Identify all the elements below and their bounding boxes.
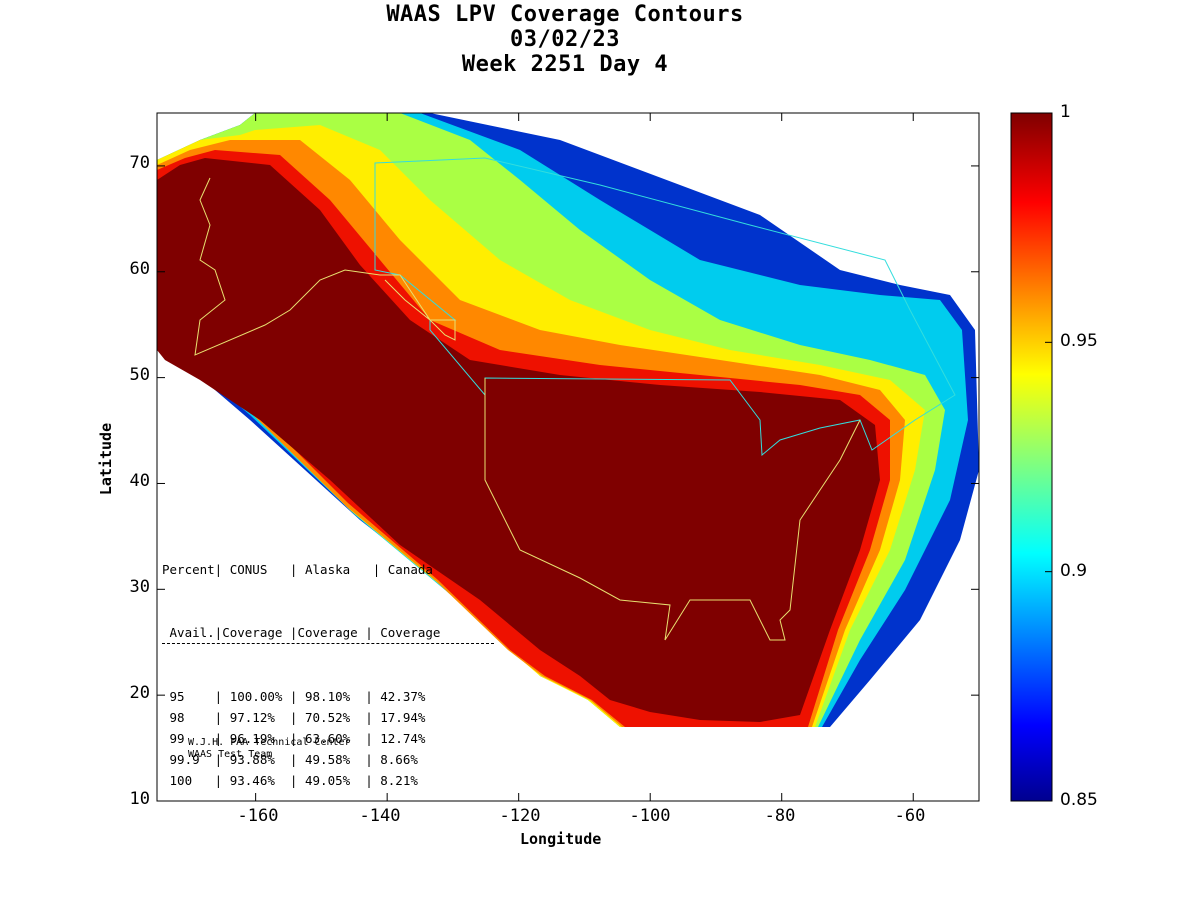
- credit-line-2: WAAS Test Team: [188, 749, 273, 760]
- x-tick-label: -100: [629, 806, 671, 826]
- chart-week: Week 2251 Day 4: [461, 52, 669, 77]
- chart-date: 03/02/23: [510, 27, 620, 52]
- conus-service-volume: [484, 378, 861, 641]
- colorbar-tick-label: 0.9: [1060, 561, 1088, 581]
- coverage-table: Percent| CONUS | Alaska | Canada Avail.|…: [162, 517, 494, 812]
- colorbar-tick-label: 0.85: [1060, 790, 1098, 810]
- table-row: 99 | 96.19% | 63.60% | 12.74%: [162, 731, 426, 746]
- x-tick-label: -60: [894, 806, 926, 826]
- y-tick-label: 30: [129, 577, 150, 597]
- y-tick-label: 60: [129, 259, 150, 279]
- alaska-service-volume: [194, 177, 456, 356]
- table-row: 100 | 93.46% | 49.05% | 8.21%: [162, 773, 418, 788]
- y-axis-label: Latitude: [97, 422, 116, 496]
- table-header-2: Avail.|Coverage |Coverage | Coverage: [162, 622, 494, 644]
- x-tick-label: -80: [764, 806, 796, 826]
- y-tick-label: 50: [129, 365, 150, 385]
- x-tick-label: -120: [499, 806, 541, 826]
- y-tick-label: 70: [129, 153, 150, 173]
- table-row: 99.9 | 93.88% | 49.58% | 8.66%: [162, 752, 418, 767]
- coverage-contours: [157, 113, 979, 727]
- colorbar-tick-label: 1: [1060, 102, 1071, 122]
- x-tick-label: -160: [237, 806, 279, 826]
- x-tick-label: -140: [359, 806, 401, 826]
- y-tick-label: 20: [129, 683, 150, 703]
- colorbar: [1010, 112, 1053, 802]
- y-tick-label: 10: [129, 789, 150, 809]
- credit: W.J.H. FAA Technical Center WAAS Test Te…: [188, 737, 351, 761]
- table-row: 95 | 100.00% | 98.10% | 42.37%: [162, 689, 426, 704]
- colorbar-tick-label: 0.95: [1060, 331, 1098, 351]
- y-tick-label: 40: [129, 471, 150, 491]
- contour-100: [157, 158, 880, 722]
- table-rows: 95 | 100.00% | 98.10% | 42.37% 98 | 97.1…: [162, 686, 494, 791]
- chart-title: WAAS LPV Coverage Contours: [386, 2, 744, 27]
- plot-border: [156, 112, 980, 802]
- table-row: 98 | 97.12% | 70.52% | 17.94%: [162, 710, 426, 725]
- service-volume-outlines: [194, 157, 956, 641]
- table-header-1: Percent| CONUS | Alaska | Canada: [162, 562, 433, 577]
- x-axis-label: Longitude: [520, 830, 602, 848]
- credit-line-1: W.J.H. FAA Technical Center: [188, 737, 351, 748]
